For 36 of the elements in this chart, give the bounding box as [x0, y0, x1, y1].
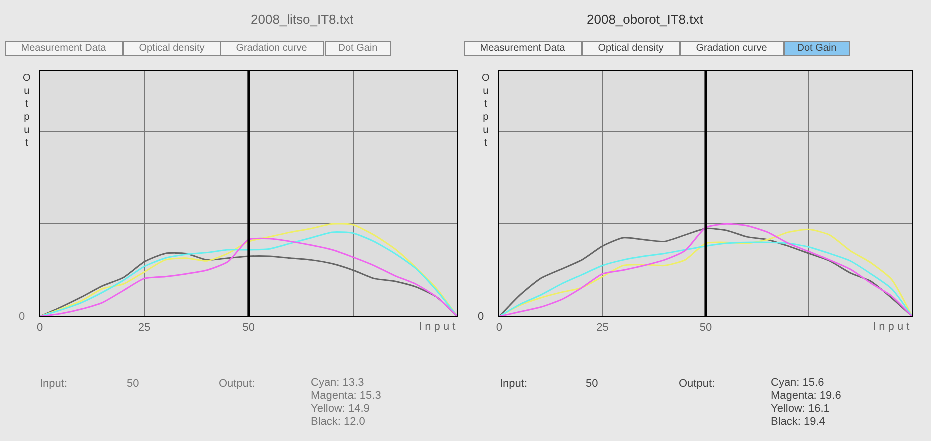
x-tick-label: 50	[700, 322, 712, 334]
text: 50	[127, 378, 140, 390]
text: Input:	[500, 378, 528, 390]
chart-title: 2008_litso_IT8.txt	[251, 12, 354, 27]
text: Measurement Data	[21, 43, 107, 54]
text: Black: 12.0	[311, 416, 366, 428]
text: Yellow: 16.1	[771, 403, 830, 415]
text: Optical density	[598, 43, 664, 54]
chart-title: 2008_oborot_IT8.txt	[587, 12, 704, 27]
x-axis-title: I n p u t	[419, 321, 456, 333]
text: Measurement Data	[480, 43, 566, 54]
y-axis-title: Output	[482, 73, 490, 149]
text: Cyan: 15.6	[771, 377, 824, 389]
x-tick-label: 25	[596, 322, 609, 334]
text: Cyan: 13.3	[311, 377, 364, 389]
text: Output:	[219, 378, 256, 390]
x-tick-label: 50	[242, 322, 256, 334]
y-axis-title: Output	[23, 73, 31, 149]
text: 50	[586, 378, 598, 390]
text: Input:	[40, 378, 68, 390]
text: Output:	[679, 378, 716, 390]
text: Magenta: 15.3	[311, 390, 382, 402]
text: Gradation curve	[236, 43, 308, 54]
text: Dot Gain	[338, 43, 378, 54]
text: 0	[19, 311, 26, 323]
x-tick-label: 25	[138, 322, 151, 334]
x-axis-title: I n p u t	[873, 321, 910, 333]
text: Yellow: 14.9	[311, 403, 370, 415]
x-tick-label: 0	[37, 322, 44, 334]
text: Black: 19.4	[771, 416, 826, 428]
x-tick-label: 0	[496, 322, 503, 334]
text: Magenta: 19.6	[771, 390, 842, 402]
text: Dot Gain	[797, 43, 837, 54]
text: Gradation curve	[696, 43, 768, 54]
text: Optical density	[139, 43, 205, 54]
text: 0	[478, 311, 484, 323]
